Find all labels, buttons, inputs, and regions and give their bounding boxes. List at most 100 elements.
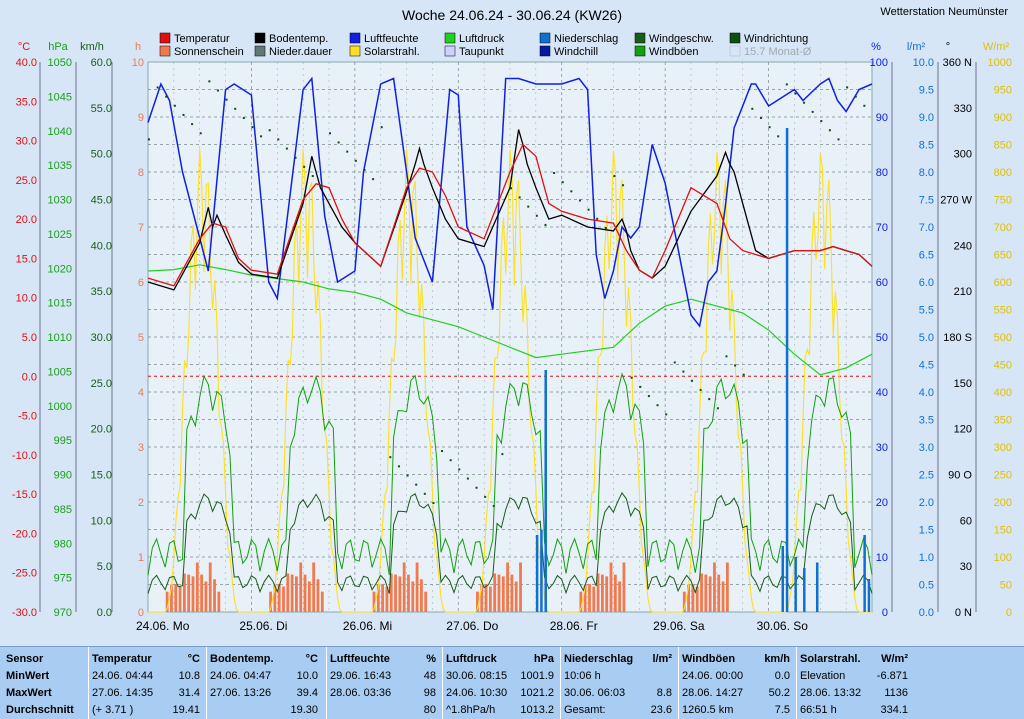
axis-tick: 1050 bbox=[48, 57, 72, 69]
axis-tick: 90 bbox=[876, 112, 888, 124]
footer-row: 28.06. 13:32 1136 bbox=[800, 685, 908, 702]
footer-header-unit: % bbox=[426, 653, 436, 665]
legend-swatch bbox=[159, 32, 171, 44]
axis-tick: 1030 bbox=[48, 195, 72, 207]
footer-row: ^1.8hPa/h 1013.2 bbox=[446, 702, 554, 719]
weather-chart: 40.035.030.025.020.015.010.05.00.0-5.0-1… bbox=[11, 7, 1012, 633]
sunshine-bar bbox=[501, 576, 505, 612]
direction-point bbox=[363, 168, 366, 171]
direction-point bbox=[501, 453, 504, 456]
footer-col-sensor: Sensor MinWert MaxWert Durchschnitt bbox=[6, 651, 86, 717]
direction-point bbox=[415, 483, 418, 486]
legend-label: Windrichtung bbox=[744, 33, 808, 45]
axis-tick: 10.0 bbox=[16, 293, 37, 305]
axis-tick: 800 bbox=[994, 167, 1012, 179]
sunshine-bar bbox=[721, 581, 725, 612]
axis-tick: 360 N bbox=[943, 57, 972, 69]
footer-cell: 24.06. 10:30 bbox=[446, 687, 508, 699]
legend-swatch bbox=[539, 45, 551, 57]
axis-tick: 4 bbox=[138, 387, 144, 399]
footer-cell: 50.2 bbox=[768, 687, 790, 699]
axis-tick: 25.0 bbox=[91, 378, 112, 390]
footer-cell: 1136 bbox=[884, 687, 908, 699]
sunshine-bar bbox=[394, 574, 397, 612]
legend-swatch bbox=[729, 45, 741, 57]
footer-header-label: Luftdruck bbox=[446, 653, 497, 665]
legend-label: Nieder.dauer bbox=[269, 46, 332, 58]
sunshine-bar bbox=[295, 576, 298, 612]
axis-tick: 10 bbox=[876, 552, 888, 564]
direction-point bbox=[854, 95, 857, 98]
direction-point bbox=[397, 465, 400, 468]
axis-tick: 45.0 bbox=[91, 195, 112, 207]
footer-cell: 1001.9 bbox=[520, 670, 554, 682]
sunshine-bar bbox=[618, 581, 622, 612]
axis-tick: 50.0 bbox=[91, 149, 112, 161]
footer-cell: 19.30 bbox=[290, 704, 318, 716]
series-line-bodentemp. bbox=[147, 129, 873, 291]
axis-tick: 7 bbox=[138, 222, 144, 234]
legend-label: Luftfeuchte bbox=[364, 33, 418, 45]
footer-row: 66:51 h 334.1 bbox=[800, 702, 908, 719]
sunshine-bar bbox=[506, 562, 509, 612]
footer-cell: 28.06. 13:32 bbox=[800, 687, 862, 699]
footer-header-label: Windböen bbox=[682, 653, 736, 665]
axis-tick: 1.0 bbox=[919, 552, 934, 564]
footer-cell: 24.06. 04:47 bbox=[210, 670, 272, 682]
axis-tick: 250 bbox=[994, 470, 1012, 482]
sunshine-bar bbox=[398, 576, 402, 612]
axis-unit: ° bbox=[946, 41, 950, 53]
sunshine-bar bbox=[213, 579, 216, 612]
sunshine-bar bbox=[282, 586, 285, 612]
sunshine-bar bbox=[269, 591, 272, 612]
legend-swatch bbox=[444, 45, 456, 57]
legend-label: Windchill bbox=[554, 46, 598, 58]
axis-tick: 120 bbox=[954, 424, 972, 436]
axis-tick: 3 bbox=[138, 442, 144, 454]
direction-point bbox=[303, 165, 306, 168]
axis-tick: 10 bbox=[132, 57, 144, 69]
axis-tick: 70 bbox=[876, 222, 888, 234]
sunshine-bar bbox=[411, 581, 415, 612]
sunshine-bar bbox=[717, 574, 721, 612]
sunshine-bar bbox=[613, 574, 617, 612]
footer-row: 30.06. 06:03 8.8 bbox=[564, 685, 672, 702]
direction-point bbox=[535, 214, 538, 217]
footer-cell: 1260.5 km bbox=[682, 704, 734, 716]
direction-point bbox=[691, 379, 693, 382]
footer-col-luftdruck: Luftdruck hPa 30.06. 08:15 1001.9 24.06. 10:… bbox=[446, 651, 554, 717]
direction-point bbox=[199, 132, 202, 135]
axis-tick: 5.0 bbox=[22, 332, 37, 344]
footer-cell: 48 bbox=[423, 670, 436, 682]
footer-cell: 0.0 bbox=[774, 670, 790, 682]
footer-header: Sensor bbox=[6, 651, 86, 668]
sunshine-bar bbox=[312, 562, 316, 612]
direction-point bbox=[785, 83, 788, 86]
axis-tick: 60.0 bbox=[91, 57, 112, 69]
direction-point bbox=[561, 181, 564, 184]
footer-cell: 10:06 h bbox=[564, 670, 601, 682]
sunshine-bar bbox=[277, 583, 281, 612]
sunshine-bar bbox=[320, 591, 324, 612]
axis-unit: % bbox=[871, 41, 881, 53]
footer-header: Niederschlag l/m² bbox=[564, 651, 672, 668]
direction-point bbox=[578, 199, 581, 202]
axis-tick: -30.0 bbox=[12, 607, 37, 619]
direction-point bbox=[518, 196, 521, 199]
direction-point bbox=[277, 138, 280, 141]
axis-tick: -10.0 bbox=[12, 450, 37, 462]
axis-tick: 990 bbox=[54, 470, 72, 482]
footer-row: 19.30 bbox=[210, 702, 318, 719]
axis-tick: 5.5 bbox=[919, 305, 934, 317]
axis-tick: 750 bbox=[994, 195, 1012, 207]
sunshine-bar bbox=[601, 574, 604, 612]
direction-point bbox=[656, 404, 659, 407]
direction-point bbox=[285, 147, 288, 150]
sunshine-bar bbox=[480, 584, 484, 612]
day-label: 29.06. Sa bbox=[653, 619, 705, 633]
footer-cell: 1013.2 bbox=[520, 704, 554, 716]
sunshine-bar bbox=[596, 573, 600, 612]
direction-point bbox=[406, 474, 409, 477]
direction-point bbox=[466, 477, 469, 480]
